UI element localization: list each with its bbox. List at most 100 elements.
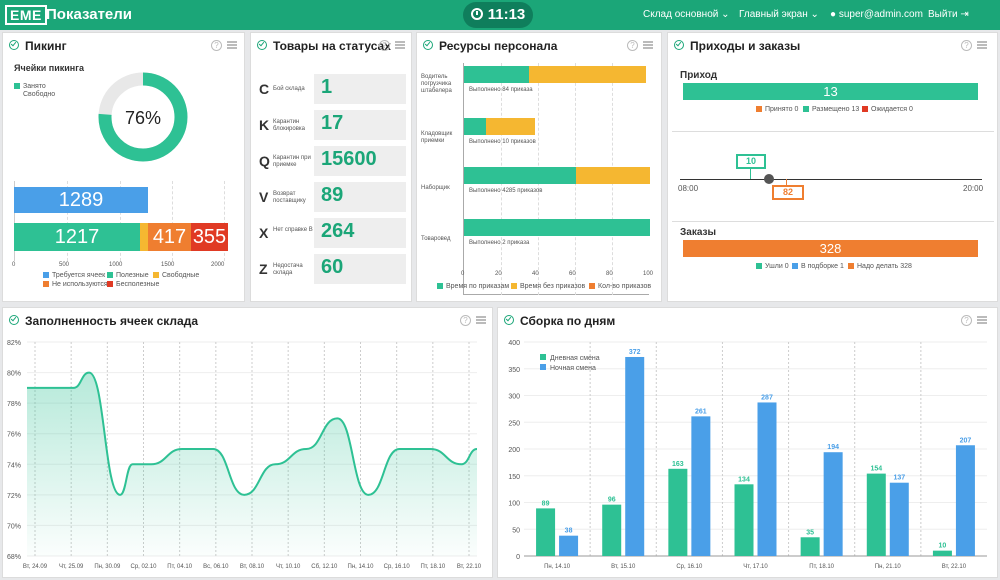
- bar: [625, 356, 645, 556]
- legend-swatch: [756, 263, 762, 269]
- axis-tick: 20: [495, 271, 502, 277]
- bar-value-label: 194: [827, 444, 839, 451]
- bar-value-label: 261: [695, 408, 707, 415]
- bar-value-label: 134: [738, 476, 750, 483]
- legend-useful: Полезные: [107, 272, 149, 279]
- bar: [559, 535, 579, 556]
- time-no-orders-bar: [529, 66, 647, 83]
- picking-panel: Пикинг ? Ячейки пикинга Занято Свободно …: [2, 32, 245, 302]
- legend-swatch: [153, 272, 159, 278]
- clock-time: 11:13: [487, 6, 526, 23]
- x-tick-label: Пн, 14.10: [348, 564, 375, 570]
- income-label: Приход: [680, 70, 718, 81]
- bar-value-label: 96: [608, 497, 616, 504]
- legend-label: Занято: [23, 83, 46, 90]
- menu-icon[interactable]: [977, 316, 987, 324]
- user-email: super@admin.com: [838, 9, 923, 20]
- income-panel: Приходы и заказы ? Приход 13 Принято 0 Р…: [667, 32, 998, 302]
- legend-swatch: [540, 354, 546, 360]
- legend-swatch: [43, 272, 49, 278]
- cells-stacked-bar: 1217 417 355: [14, 223, 236, 251]
- menu-icon[interactable]: [643, 41, 653, 49]
- y-tick-label: 0: [516, 554, 520, 561]
- bar: [734, 484, 754, 556]
- check-icon: [9, 40, 19, 50]
- menu-icon[interactable]: [395, 41, 405, 49]
- legend-label: В подборке 1: [801, 263, 844, 270]
- status-value-box: [314, 74, 406, 104]
- logout-button[interactable]: Выйти ⇥: [928, 9, 969, 20]
- y-tick-label: 50: [512, 527, 520, 534]
- bar-value-label: 163: [672, 461, 684, 468]
- fill-panel: Заполненность ячеек склада ? 68% 70% 72% 74…: [2, 307, 493, 578]
- staff-orders-done: Выполнено 10 приказов: [469, 139, 536, 145]
- check-icon: [9, 315, 19, 325]
- legend-swatch: [589, 283, 595, 289]
- timeline-now-marker[interactable]: [764, 174, 774, 184]
- menu-icon[interactable]: [977, 41, 987, 49]
- panel-title: Заполненность ячеек склада: [25, 314, 199, 328]
- x-tick-label: Пн, 14.10: [544, 564, 571, 570]
- user-icon: ●: [830, 9, 837, 20]
- staff-panel: Ресурсы персонала ? Водитель погрузчика …: [416, 32, 662, 302]
- x-tick-label: Пн, 21.10: [875, 564, 902, 570]
- time-orders-bar: [464, 66, 530, 83]
- warehouse-selector[interactable]: Склад основной ⌄: [643, 9, 730, 20]
- marker-top: 10: [736, 154, 766, 169]
- legend-label: Ушли 0: [765, 263, 789, 270]
- x-tick-label: Пт, 18.10: [420, 564, 445, 570]
- fill-chart: 68% 70% 72% 74% 76% 78% 80% 82% Вт, 24.09 Чт, 25.…: [7, 340, 482, 570]
- page-title: Показатели: [46, 6, 133, 23]
- panel-title: Сборка по дням: [520, 314, 616, 328]
- x-tick-label: Чт, 25.09: [59, 564, 84, 570]
- axis-tick: 1500: [161, 262, 175, 268]
- legend-label: Ночная смена: [550, 365, 596, 372]
- help-icon[interactable]: ?: [961, 315, 972, 326]
- useful-segment: 1217: [14, 223, 140, 251]
- help-icon[interactable]: ?: [379, 40, 390, 51]
- x-tick-label: Пт, 04.10: [167, 564, 192, 570]
- bar-value-label: 154: [870, 466, 882, 473]
- legend-time-orders: Время по приказам: [437, 283, 509, 290]
- user-menu[interactable]: ● super@admin.com: [830, 9, 923, 20]
- grid-line: [120, 181, 121, 261]
- picking-subtitle: Ячейки пикинга: [14, 63, 84, 73]
- menu-icon[interactable]: [227, 41, 237, 49]
- legend-label: Кол-во приказов: [598, 283, 652, 290]
- app-logo[interactable]: EME: [5, 5, 47, 25]
- help-icon[interactable]: ?: [961, 40, 972, 51]
- status-value-box: [314, 182, 406, 212]
- menu-icon[interactable]: [476, 316, 486, 324]
- y-tick-label: 300: [508, 394, 520, 401]
- help-icon[interactable]: ?: [627, 40, 638, 51]
- screen-selector[interactable]: Главный экран ⌄: [739, 9, 819, 20]
- x-tick-label: Чт, 10.10: [276, 564, 301, 570]
- legend-label: Принято 0: [765, 106, 799, 113]
- x-tick-label: Ср, 16.10: [676, 564, 703, 570]
- status-label: Нет справке В: [273, 227, 313, 233]
- unused-segment: 417: [148, 223, 191, 251]
- legend-swatch: [848, 263, 854, 269]
- status-letter: K: [259, 117, 270, 133]
- logout-label: Выйти: [928, 9, 958, 20]
- bar: [536, 508, 556, 556]
- status-value: 15600: [321, 148, 377, 170]
- bar-grid: [14, 181, 225, 261]
- status-value: 60: [321, 256, 344, 278]
- legend-label: Время по приказам: [446, 283, 510, 290]
- legend-swatch: [43, 281, 49, 287]
- staff-role-label: Наборщик: [421, 185, 450, 191]
- assembly-panel: Сборка по дням ? 0 50 100 150 200 250 300 350 40…: [497, 307, 998, 578]
- legend-unused: Не используются: [43, 281, 108, 288]
- help-icon[interactable]: ?: [211, 40, 222, 51]
- staff-orders-done: Выполнено 84 приказа: [469, 87, 533, 93]
- status-value-box: [314, 254, 406, 284]
- x-tick-label: Вт, 22.10: [942, 564, 967, 570]
- staff-role-label: Кладовщик приемки: [421, 131, 453, 144]
- status-label: Карантин при приемке: [273, 155, 311, 168]
- help-icon[interactable]: ?: [460, 315, 471, 326]
- useless-segment: 355: [191, 223, 228, 251]
- y-tick-label: 100: [508, 501, 520, 508]
- time-no-orders-bar: [575, 167, 650, 184]
- status-row: Z Недостача склада 60: [251, 254, 411, 286]
